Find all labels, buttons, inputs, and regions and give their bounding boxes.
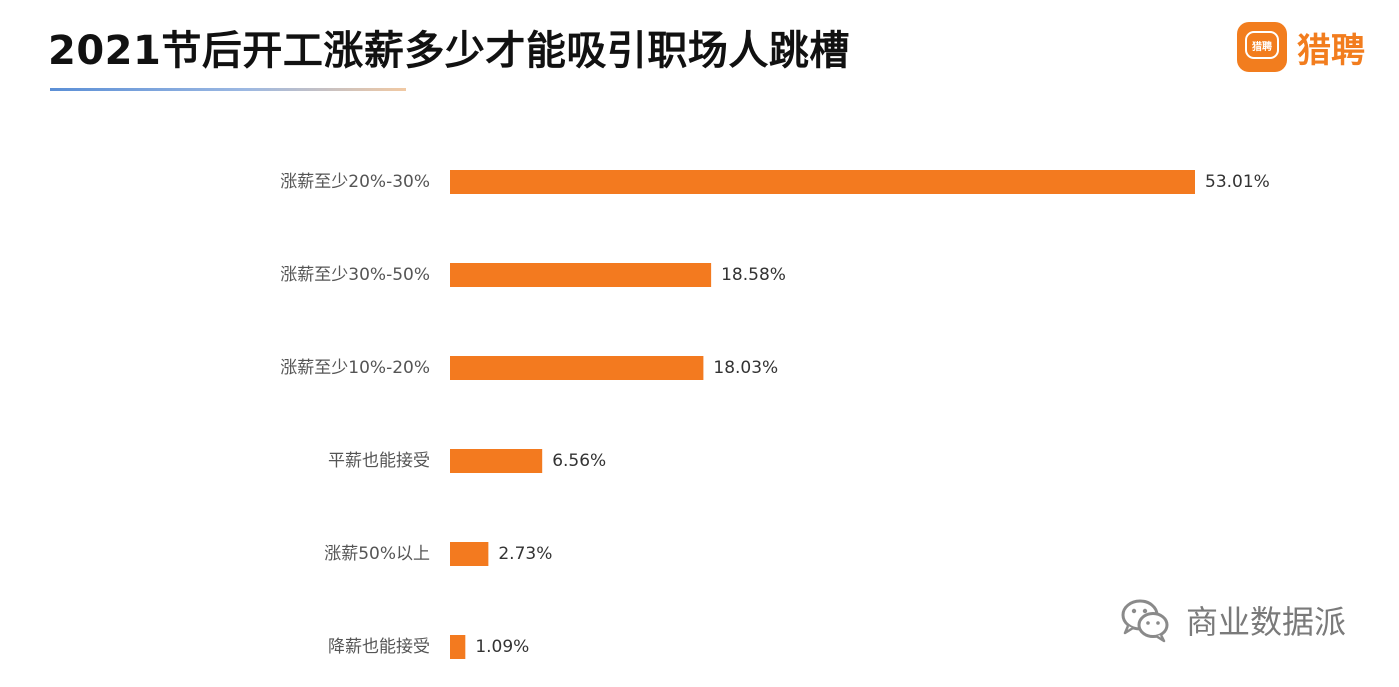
title-underline	[50, 88, 406, 91]
bar	[450, 635, 466, 659]
wechat-icon	[1121, 599, 1169, 643]
bar	[450, 263, 712, 287]
value-label: 2.73%	[498, 544, 552, 564]
watermark-text: 商业数据派	[1186, 603, 1347, 641]
category-label: 涨薪50%以上	[324, 544, 430, 564]
liepin-logo-icon: 猎聘	[1237, 22, 1287, 72]
value-label: 53.01%	[1205, 172, 1270, 192]
category-label: 涨薪至少30%-50%	[280, 265, 430, 285]
watermark: 商业数据派	[1118, 596, 1346, 644]
bar	[450, 542, 489, 566]
chart-title: 2021节后开工涨薪多少才能吸引职场人跳槽	[48, 28, 850, 74]
brand-logo: 猎聘 猎聘	[1237, 22, 1365, 72]
value-label: 18.58%	[721, 265, 786, 285]
category-label: 涨薪至少20%-30%	[280, 172, 430, 192]
logo-icon-text: 猎聘	[1245, 31, 1279, 59]
logo-text: 猎聘	[1297, 30, 1365, 71]
value-label: 6.56%	[552, 451, 606, 471]
bar	[450, 449, 543, 473]
category-label: 降薪也能接受	[328, 637, 430, 657]
category-label: 涨薪至少10%-20%	[280, 358, 430, 378]
bar	[450, 356, 704, 380]
category-label: 平薪也能接受	[328, 451, 430, 471]
bar	[450, 170, 1195, 194]
value-label: 18.03%	[713, 358, 778, 378]
value-label: 1.09%	[475, 637, 529, 657]
